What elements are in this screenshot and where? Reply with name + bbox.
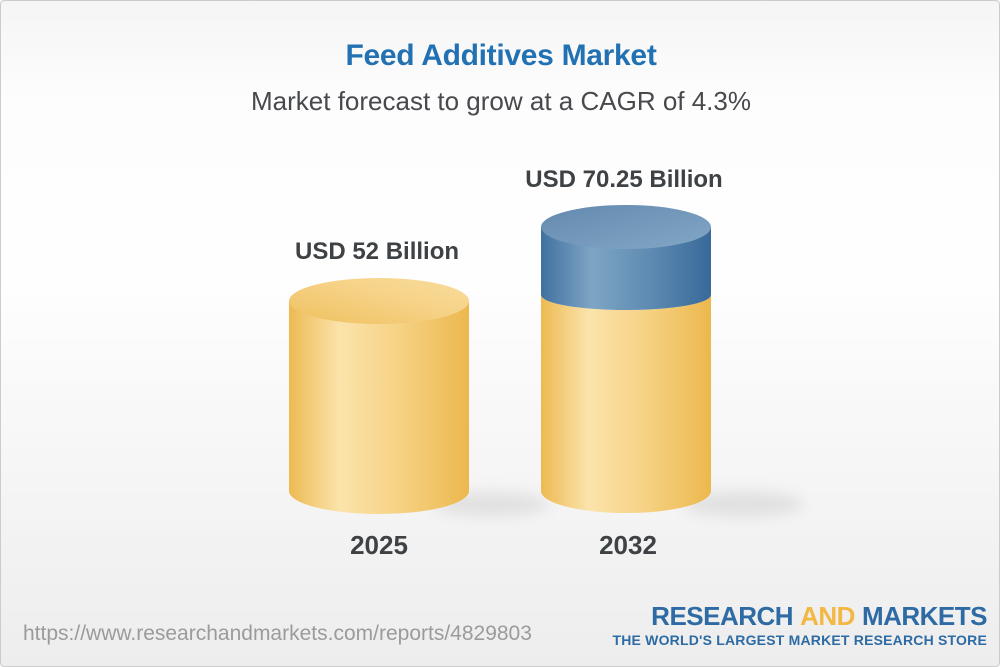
research-and-markets-logo: RESEARCH AND MARKETS THE WORLD'S LARGEST M… xyxy=(612,603,987,647)
value-label-2032: USD 70.25 Billion xyxy=(525,166,723,193)
bar-2032-cylinder xyxy=(541,205,711,513)
logo-wordmark: RESEARCH AND MARKETS xyxy=(612,603,987,629)
bar-2032-growth-segment xyxy=(541,227,711,310)
category-label-2032: 2032 xyxy=(599,530,657,560)
category-label-2025: 2025 xyxy=(350,530,408,560)
logo-word-markets: MARKETS xyxy=(861,601,988,631)
page-title: Feed Additives Market xyxy=(345,39,657,72)
logo-word-research: RESEARCH xyxy=(651,601,794,631)
bar-2025-cylinder xyxy=(289,278,469,514)
bar-2032-base-segment xyxy=(541,295,711,513)
source-url[interactable]: https://www.researchandmarkets.com/repor… xyxy=(23,622,532,645)
value-label-2025: USD 52 Billion xyxy=(294,238,460,265)
cylinder-2032-shadow xyxy=(683,491,803,517)
logo-word-and: AND xyxy=(800,601,855,631)
logo-tagline: THE WORLD'S LARGEST MARKET RESEARCH STOR… xyxy=(612,632,987,648)
page-subtitle: Market forecast to grow at a CAGR of 4.3… xyxy=(251,86,751,116)
